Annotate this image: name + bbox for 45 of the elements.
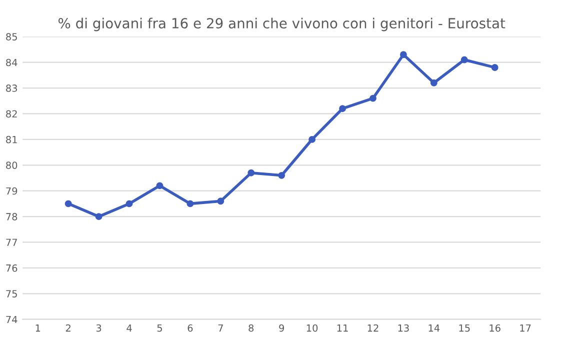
y-tick-label: 79 <box>6 187 18 195</box>
x-tick-label: 12 <box>368 324 378 332</box>
x-tick-label: 1 <box>36 324 40 332</box>
point <box>217 198 224 205</box>
y-tick-label: 85 <box>6 33 17 40</box>
point <box>248 169 255 176</box>
point <box>339 105 346 112</box>
x-tick-label: 7 <box>218 324 223 332</box>
y-tick-label: 78 <box>6 213 18 220</box>
point <box>64 200 72 208</box>
x-tick-label: 3 <box>96 324 102 332</box>
x-tick-label: 8 <box>248 324 254 332</box>
x-tick-label: 15 <box>459 324 470 332</box>
point <box>126 200 133 208</box>
y-tick-label: 76 <box>6 264 18 272</box>
x-tick-label: 6 <box>188 324 193 332</box>
point <box>491 64 498 71</box>
x-tick-label: 11 <box>337 324 348 332</box>
y-tick-label: 74 <box>6 316 18 324</box>
y-tick-label: 77 <box>6 238 17 246</box>
x-tick-label: 17 <box>520 324 531 332</box>
x-tick-label: 4 <box>126 324 132 332</box>
x-tick-label: 9 <box>279 324 284 332</box>
point <box>370 94 376 102</box>
y-tick-label: 80 <box>6 162 18 169</box>
x-tick-label: 13 <box>398 324 409 332</box>
y-tick-label: 75 <box>6 290 17 298</box>
chart-title: % di giovani fra 16 e 29 anni che vivono con i genitori - Eurostat <box>58 18 506 32</box>
x-tick-label: 5 <box>157 324 162 332</box>
point <box>400 51 407 58</box>
point <box>460 56 468 64</box>
y-tick-label: 83 <box>6 84 17 92</box>
point <box>308 136 316 143</box>
x-tick-label: 10 <box>306 324 318 332</box>
x-tick-label: 2 <box>66 324 70 332</box>
x-tick-label: 14 <box>428 324 440 332</box>
point <box>95 213 102 220</box>
point <box>186 200 194 208</box>
point <box>430 79 438 86</box>
y-tick-label: 82 <box>6 110 17 118</box>
y-tick-label: 84 <box>6 58 18 66</box>
x-tick-label: 16 <box>490 324 500 332</box>
y-tick-label: 81 <box>6 136 17 144</box>
point <box>156 182 164 190</box>
point <box>278 172 286 179</box>
